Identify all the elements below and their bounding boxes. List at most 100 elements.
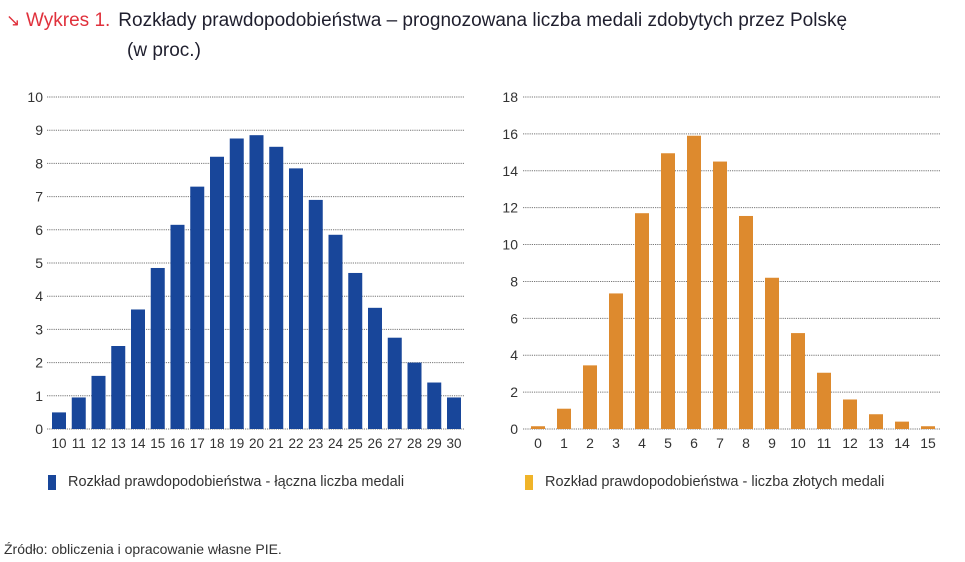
bar-3 [609,293,623,429]
bar-20 [249,135,264,429]
x-tick-label: 26 [367,436,382,451]
y-tick-label: 4 [510,347,518,363]
y-tick-label: 10 [27,89,43,105]
legend-swatch-gold [525,474,533,490]
x-tick-label: 20 [249,436,264,451]
y-tick-label: 5 [35,255,43,271]
y-tick-label: 0 [510,421,518,437]
figure-title-text: Rozkłady prawdopodobieństwa – prognozowa… [118,10,848,31]
x-tick-label: 3 [612,435,620,451]
bar-26 [368,307,382,429]
x-tick-label: 21 [269,436,284,451]
x-tick-label: 7 [716,435,724,451]
x-tick-label: 13 [111,436,126,451]
legend-label-gold: Rozkład prawdopodobieństwa - liczba złot… [545,474,885,490]
y-tick-label: 7 [35,189,43,205]
bar-30 [447,397,461,429]
bar-14 [131,309,145,429]
bar-9 [765,277,779,429]
x-tick-label: 13 [868,435,884,451]
source-note: Źródło: obliczenia i opracowanie własne … [4,541,282,557]
bar-22 [289,168,303,429]
bar-12 [91,375,106,429]
x-tick-label: 9 [768,435,776,451]
x-tick-label: 24 [328,436,344,451]
bar-1 [557,408,571,429]
x-tick-label: 1 [560,435,568,451]
y-tick-label: 4 [35,288,43,304]
x-tick-label: 11 [72,436,86,451]
bar-10 [52,412,66,429]
bar-27 [387,337,402,429]
y-tick-label: 12 [502,200,518,216]
bar-23 [308,199,323,429]
bar-15 [150,267,165,429]
y-tick-label: 8 [35,155,43,171]
arrow-down-right-icon: ↘ [6,11,21,30]
x-tick-label: 29 [427,436,442,451]
bar-8 [739,215,753,429]
x-tick-label: 16 [170,436,185,451]
x-tick-label: 11 [817,435,832,451]
legend-label-total: Rozkład prawdopodobieństwa - łączna licz… [68,474,405,490]
y-tick-label: 6 [35,222,43,238]
bar-24 [328,234,343,429]
x-tick-label: 4 [638,435,646,451]
y-tick-label: 1 [35,388,43,404]
bar-28 [407,362,422,429]
y-tick-label: 14 [502,163,518,179]
bar-7 [713,161,727,430]
legend-gold-medals: Rozkład prawdopodobieństwa - liczba złot… [525,474,884,490]
bar-19 [229,138,244,429]
x-tick-label: 12 [842,435,858,451]
figure-title: ↘ Wykres 1. Rozkłady prawdopodobieństwa – … [6,6,961,66]
bar-13 [869,414,883,429]
bar-29 [427,382,442,429]
y-tick-label: 18 [502,89,518,105]
x-tick-label: 30 [446,436,461,451]
bars [531,135,935,430]
x-tick-label: 14 [130,436,146,451]
bar-0 [531,426,545,429]
bar-10 [791,333,805,429]
bar-25 [348,272,363,429]
x-tick-label: 19 [229,436,244,451]
x-tick-label: 25 [348,436,363,451]
y-tick-label: 3 [35,321,43,337]
x-tick-label: 28 [407,436,422,451]
y-tick-label: 9 [35,122,43,138]
legend-swatch-total [48,474,56,490]
bar-11 [817,372,831,429]
bar-21 [269,146,284,430]
bar-17 [190,186,205,429]
legend-total-medals: Rozkład prawdopodobieństwa - łączna licz… [48,474,404,490]
bar-15 [921,426,935,429]
x-tick-label: 8 [742,435,750,451]
y-tick-label: 8 [510,273,518,289]
x-axis-ticks: 10 11 12 13 14 15 16 17 18 19 20 21 22 23 24 25 26 27 28 29… [51,436,461,451]
x-tick-label: 10 [51,436,66,451]
y-axis-ticks: 0 2 4 6 8 10 12 14 16 18 [502,89,518,437]
x-tick-label: 2 [586,435,594,451]
bar-18 [210,156,224,429]
title-line-2: (w proc.) [127,40,201,61]
x-tick-label: 12 [91,436,106,451]
x-tick-label: 0 [534,435,542,451]
y-tick-label: 2 [510,384,518,400]
bar-5 [661,153,675,429]
x-tick-label: 22 [288,436,303,451]
x-tick-label: 18 [209,436,224,451]
bar-16 [170,224,185,429]
bar-12 [843,399,857,429]
y-tick-label: 6 [510,310,518,326]
x-tick-label: 15 [150,436,165,451]
bar-14 [895,421,909,429]
bar-13 [111,346,126,429]
y-tick-label: 0 [35,421,43,437]
y-tick-label: 10 [502,237,518,253]
x-axis-ticks: 0 1 2 3 4 5 6 7 8 9 10 11 12 13 14 15 [534,435,936,451]
x-tick-label: 15 [920,435,936,451]
figure-label: Wykres 1. [26,10,111,31]
